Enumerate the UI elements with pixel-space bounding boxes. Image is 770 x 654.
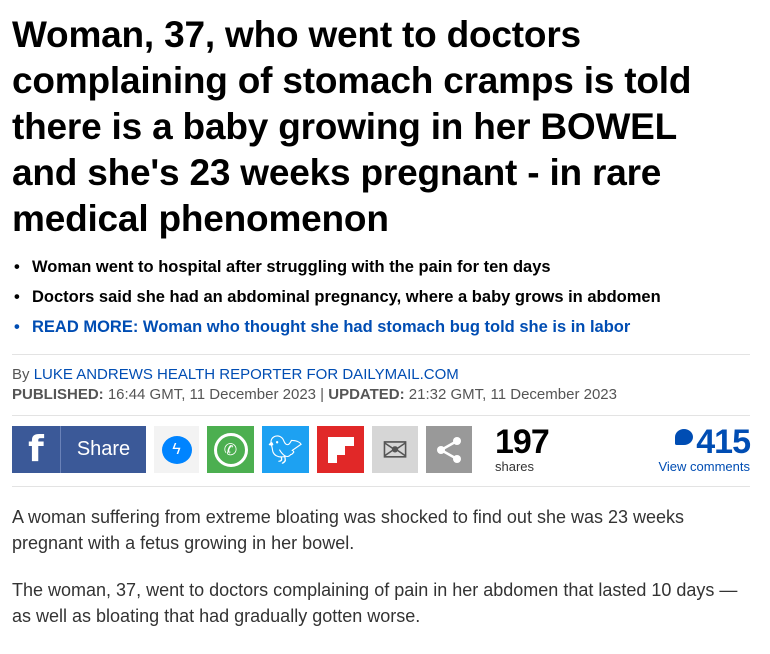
twitter-icon: 🐦︎: [267, 434, 304, 465]
divider: [12, 486, 750, 487]
article-paragraph: A woman suffering from extreme bloating …: [12, 507, 685, 553]
view-comments-label[interactable]: View comments: [658, 459, 750, 474]
published-label: PUBLISHED:: [12, 386, 104, 403]
twitter-share-button[interactable]: 🐦︎: [262, 426, 309, 473]
email-share-button[interactable]: ✉: [372, 426, 418, 473]
bullet: Woman went to hospital after struggling …: [14, 252, 750, 282]
article: Woman, 37, who went to doctors complaini…: [0, 0, 770, 629]
comments-count: 415: [696, 423, 751, 461]
share-count: 197 shares: [495, 423, 550, 474]
facebook-share-button[interactable]: f Share: [12, 426, 146, 473]
headline: Woman, 37, who went to doctors complaini…: [12, 14, 692, 239]
updated-label: UPDATED:: [328, 386, 405, 403]
read-more-link[interactable]: READ MORE: Woman who thought she had sto…: [14, 312, 750, 342]
comments-link[interactable]: 415 View comments: [658, 423, 751, 474]
whatsapp-share-button[interactable]: ✆: [207, 426, 254, 473]
flipboard-share-button[interactable]: [317, 426, 364, 473]
comment-bubble-icon: [675, 429, 694, 445]
divider: [12, 354, 750, 355]
more-share-button[interactable]: [426, 426, 472, 473]
author-link[interactable]: LUKE ANDREWS HEALTH REPORTER FOR DAILYMA…: [33, 366, 459, 383]
share-count-value: 197: [495, 423, 550, 461]
published-date: 16:44 GMT, 11 December 2023 |: [103, 386, 329, 403]
article-paragraph: The woman, 37, went to doctors complaini…: [12, 580, 738, 626]
updated-date: 21:32 GMT, 11 December 2023: [404, 386, 617, 403]
facebook-icon: f: [12, 426, 61, 473]
by-label: By: [12, 366, 34, 383]
facebook-share-label: Share: [76, 438, 131, 460]
share-icon: [437, 436, 461, 463]
bullet: Doctors said she had an abdominal pregna…: [14, 282, 750, 312]
divider: [12, 415, 750, 416]
whatsapp-icon: ✆: [213, 432, 248, 467]
flipboard-icon: [327, 436, 354, 463]
byline: By LUKE ANDREWS HEALTH REPORTER FOR DAIL…: [12, 355, 750, 415]
email-icon: ✉: [381, 431, 409, 468]
summary-bullets: Woman went to hospital after struggling …: [14, 252, 750, 342]
messenger-icon: ϟ: [161, 435, 192, 464]
share-count-label: shares: [495, 459, 535, 474]
messenger-share-button[interactable]: ϟ: [154, 426, 199, 473]
share-bar: f Share ϟ ✆ 🐦︎ ✉ 197 shares 415 View com…: [12, 423, 751, 474]
